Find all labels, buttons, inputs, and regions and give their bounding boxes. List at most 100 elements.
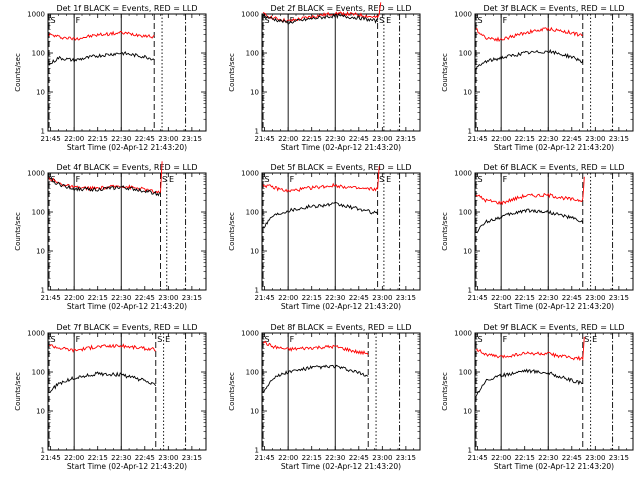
y-tick-label: 1000 <box>454 11 472 19</box>
y-axis-label: Counts/sec <box>14 212 22 251</box>
plot-frame <box>261 13 421 132</box>
chart-panel-6: Det 6f BLACK = Events, RED = LLD 1 10 100 10… <box>441 163 634 311</box>
y-tick-label: 1 <box>255 287 259 295</box>
plot-frame <box>474 13 634 132</box>
x-tick-label: 21:45 <box>41 454 61 462</box>
x-tick-label: 22:00 <box>491 294 511 302</box>
chart-panel-4: Det 4f BLACK = Events, RED = LLD 1 10 100 10… <box>14 161 207 311</box>
y-tick-label: 1000 <box>27 330 45 338</box>
x-tick-label: 22:45 <box>562 294 582 302</box>
y-axis-label: Counts/sec <box>441 372 449 411</box>
event-marker-label: S <box>379 175 384 184</box>
chart-panel-2: Det 2f BLACK = Events, RED = LLD 1 10 100 10… <box>228 2 421 152</box>
series-line-events <box>48 177 161 197</box>
x-tick-label: 22:45 <box>135 454 155 462</box>
x-tick-label: 21:45 <box>468 454 488 462</box>
x-tick-label: 22:30 <box>538 135 558 143</box>
y-tick-label: 1 <box>468 447 472 455</box>
event-marker-label: E <box>169 175 174 184</box>
x-tick-label: 23:00 <box>158 135 178 143</box>
chart-title: Det 5f BLACK = Events, RED = LLD <box>270 163 411 172</box>
y-tick-label: 100 <box>246 369 259 377</box>
x-tick-label: 22:00 <box>64 294 84 302</box>
x-tick-label: 21:45 <box>255 454 275 462</box>
y-axis-label: Counts/sec <box>228 212 236 251</box>
y-tick-label: 10 <box>463 89 472 97</box>
event-marker-label: F <box>76 16 81 25</box>
y-axis-label: Counts/sec <box>14 372 22 411</box>
series-line-events <box>262 201 379 229</box>
event-marker-label: S <box>265 335 270 344</box>
x-tick-label: 22:30 <box>325 135 345 143</box>
x-tick-label: 22:00 <box>491 454 511 462</box>
series-line-lld <box>475 336 585 362</box>
event-marker-label: S <box>478 175 483 184</box>
plot-frame <box>47 172 207 291</box>
x-tick-label: 22:30 <box>111 135 131 143</box>
x-axis-label: Start Time (02-Apr-12 21:43:20) <box>281 462 401 471</box>
chart-title: Det 2f BLACK = Events, RED = LLD <box>270 4 411 13</box>
x-tick-label: 22:45 <box>562 454 582 462</box>
x-axis-label: Start Time (02-Apr-12 21:43:20) <box>494 143 614 152</box>
y-tick-label: 1 <box>255 128 259 136</box>
y-tick-label: 1 <box>41 287 45 295</box>
event-marker-label: F <box>503 335 508 344</box>
x-tick-label: 23:00 <box>158 454 178 462</box>
x-axis-label: Start Time (02-Apr-12 21:43:20) <box>281 143 401 152</box>
x-tick-label: 23:15 <box>609 135 629 143</box>
x-tick-label: 22:00 <box>278 454 298 462</box>
x-tick-label: 21:45 <box>255 135 275 143</box>
x-tick-label: 23:00 <box>585 294 605 302</box>
x-tick-label: 23:15 <box>396 135 416 143</box>
chart-panel-7: Det 7f BLACK = Events, RED = LLD 1 10 100 10… <box>14 323 207 471</box>
event-marker-label: S <box>51 16 56 25</box>
x-axis-label: Start Time (02-Apr-12 21:43:20) <box>67 302 187 311</box>
x-tick-label: 22:15 <box>302 294 322 302</box>
x-tick-label: 23:15 <box>609 294 629 302</box>
chart-panel-3: Det 3f BLACK = Events, RED = LLD 1 10 100 10… <box>441 4 634 152</box>
y-tick-label: 1 <box>41 447 45 455</box>
x-tick-label: 23:00 <box>372 454 392 462</box>
chart-title: Det 1f BLACK = Events, RED = LLD <box>56 4 197 13</box>
x-tick-label: 23:00 <box>372 294 392 302</box>
x-tick-label: 22:15 <box>302 135 322 143</box>
x-tick-label: 22:45 <box>349 454 369 462</box>
event-marker-label: F <box>503 175 508 184</box>
x-tick-label: 22:00 <box>64 454 84 462</box>
chart-panel-9: Det 9f BLACK = Events, RED = LLD 1 10 100 10… <box>441 323 634 471</box>
y-tick-label: 100 <box>246 209 259 217</box>
series-line-events <box>262 364 369 394</box>
series-line-events <box>48 371 157 393</box>
series-line-events <box>48 51 155 66</box>
series-line-lld <box>475 176 585 206</box>
x-tick-label: 21:45 <box>41 135 61 143</box>
x-tick-label: 22:15 <box>515 454 535 462</box>
y-axis-label: Counts/sec <box>441 212 449 251</box>
x-tick-label: 23:15 <box>182 454 202 462</box>
series-line-lld <box>262 2 382 23</box>
x-tick-label: 21:45 <box>255 294 275 302</box>
event-marker-label: E <box>386 175 391 184</box>
series-line-lld <box>48 343 156 353</box>
event-marker-label: S <box>157 335 162 344</box>
plot-frame <box>261 332 421 451</box>
chart-panel-8: Det 8f BLACK = Events, RED = LLD 1 10 100 10… <box>228 323 421 471</box>
y-tick-label: 1000 <box>454 330 472 338</box>
x-tick-label: 22:15 <box>515 135 535 143</box>
y-tick-label: 10 <box>36 248 45 256</box>
x-axis-label: Start Time (02-Apr-12 21:43:20) <box>281 302 401 311</box>
x-tick-label: 22:30 <box>111 454 131 462</box>
series-line-lld <box>262 166 380 193</box>
x-axis-label: Start Time (02-Apr-12 21:43:20) <box>494 462 614 471</box>
x-tick-label: 22:00 <box>278 135 298 143</box>
y-tick-label: 1 <box>468 287 472 295</box>
y-tick-label: 10 <box>463 248 472 256</box>
x-tick-label: 22:00 <box>278 294 298 302</box>
event-marker-label: F <box>76 335 81 344</box>
x-tick-label: 22:00 <box>491 135 511 143</box>
series-line-events <box>475 208 584 234</box>
series-line-lld <box>48 30 155 41</box>
x-tick-label: 22:15 <box>302 454 322 462</box>
event-marker-label: S <box>478 16 483 25</box>
